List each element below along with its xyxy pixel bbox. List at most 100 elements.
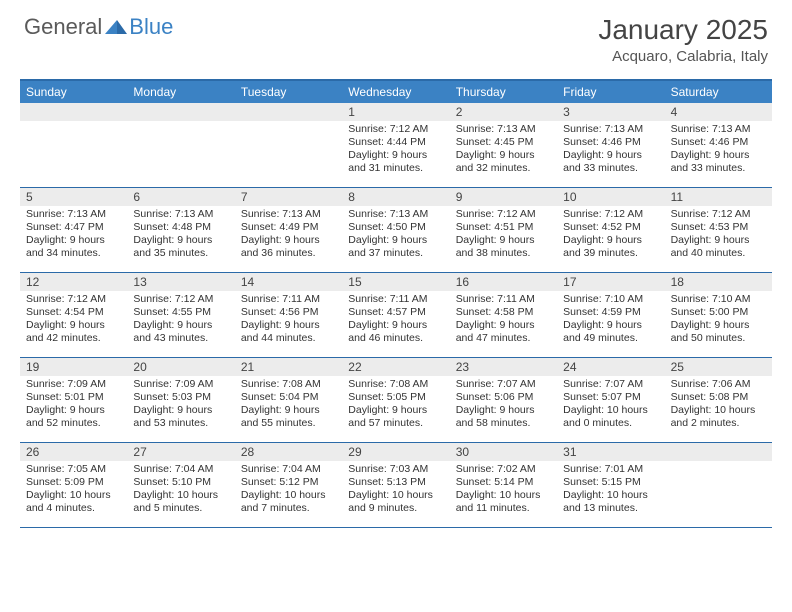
cell-text-line: Daylight: 9 hours bbox=[26, 234, 121, 247]
cell-text-line: Sunrise: 7:13 AM bbox=[671, 123, 766, 136]
cell-text-line: Sunset: 4:54 PM bbox=[26, 306, 121, 319]
month-title: January 2025 bbox=[598, 14, 768, 46]
cell-text-line: Sunrise: 7:08 AM bbox=[241, 378, 336, 391]
cell-text-line: Daylight: 9 hours bbox=[671, 319, 766, 332]
cell-text-line: and 11 minutes. bbox=[456, 502, 551, 515]
cell-text-line: Sunrise: 7:11 AM bbox=[348, 293, 443, 306]
calendar-cell: 18Sunrise: 7:10 AMSunset: 5:00 PMDayligh… bbox=[665, 273, 772, 357]
cell-text-line: and 34 minutes. bbox=[26, 247, 121, 260]
calendar-cell: 1Sunrise: 7:12 AMSunset: 4:44 PMDaylight… bbox=[342, 103, 449, 187]
calendar-cell: 2Sunrise: 7:13 AMSunset: 4:45 PMDaylight… bbox=[450, 103, 557, 187]
day-number: 7 bbox=[235, 188, 342, 206]
day-number: 10 bbox=[557, 188, 664, 206]
cell-text-line: Daylight: 9 hours bbox=[348, 149, 443, 162]
calendar-cell: 23Sunrise: 7:07 AMSunset: 5:06 PMDayligh… bbox=[450, 358, 557, 442]
day-number: 24 bbox=[557, 358, 664, 376]
cell-text-line: Sunset: 5:07 PM bbox=[563, 391, 658, 404]
cell-text-line: Sunrise: 7:09 AM bbox=[133, 378, 228, 391]
day-number: . bbox=[20, 103, 127, 121]
cell-text-line: Daylight: 9 hours bbox=[133, 234, 228, 247]
location-subtitle: Acquaro, Calabria, Italy bbox=[598, 48, 768, 65]
cell-text-line: Sunset: 5:00 PM bbox=[671, 306, 766, 319]
day-number: 4 bbox=[665, 103, 772, 121]
cell-text-line: Daylight: 10 hours bbox=[348, 489, 443, 502]
day-number: 8 bbox=[342, 188, 449, 206]
week-row: 5Sunrise: 7:13 AMSunset: 4:47 PMDaylight… bbox=[20, 188, 772, 273]
cell-text-line: Sunrise: 7:05 AM bbox=[26, 463, 121, 476]
cell-text-line: Daylight: 9 hours bbox=[456, 149, 551, 162]
day-header-fri: Friday bbox=[557, 81, 664, 103]
week-row: 26Sunrise: 7:05 AMSunset: 5:09 PMDayligh… bbox=[20, 443, 772, 528]
cell-text-line: Sunset: 5:03 PM bbox=[133, 391, 228, 404]
cell-text-line: and 5 minutes. bbox=[133, 502, 228, 515]
cell-text-line: Daylight: 10 hours bbox=[26, 489, 121, 502]
cell-text-line: Daylight: 9 hours bbox=[133, 404, 228, 417]
calendar-cell: 13Sunrise: 7:12 AMSunset: 4:55 PMDayligh… bbox=[127, 273, 234, 357]
day-number: 5 bbox=[20, 188, 127, 206]
day-number: 12 bbox=[20, 273, 127, 291]
cell-text-line: Sunrise: 7:13 AM bbox=[348, 208, 443, 221]
calendar-cell: 6Sunrise: 7:13 AMSunset: 4:48 PMDaylight… bbox=[127, 188, 234, 272]
cell-text-line: and 33 minutes. bbox=[563, 162, 658, 175]
day-number: 6 bbox=[127, 188, 234, 206]
day-number: 16 bbox=[450, 273, 557, 291]
calendar-cell: 22Sunrise: 7:08 AMSunset: 5:05 PMDayligh… bbox=[342, 358, 449, 442]
cell-text-line: Sunrise: 7:03 AM bbox=[348, 463, 443, 476]
day-number: 30 bbox=[450, 443, 557, 461]
cell-text-line: Sunset: 4:46 PM bbox=[671, 136, 766, 149]
cell-text-line: Sunrise: 7:12 AM bbox=[26, 293, 121, 306]
cell-text-line: Sunrise: 7:13 AM bbox=[133, 208, 228, 221]
day-header-tue: Tuesday bbox=[235, 81, 342, 103]
cell-text-line: and 39 minutes. bbox=[563, 247, 658, 260]
cell-text-line: Daylight: 9 hours bbox=[456, 234, 551, 247]
cell-text-line: and 58 minutes. bbox=[456, 417, 551, 430]
cell-text-line: Sunset: 4:51 PM bbox=[456, 221, 551, 234]
calendar-cell: 28Sunrise: 7:04 AMSunset: 5:12 PMDayligh… bbox=[235, 443, 342, 527]
cell-text-line: Sunset: 5:09 PM bbox=[26, 476, 121, 489]
cell-text-line: Daylight: 10 hours bbox=[671, 404, 766, 417]
logo: General Blue bbox=[24, 14, 173, 40]
cell-text-line: and 36 minutes. bbox=[241, 247, 336, 260]
header: General Blue January 2025 Acquaro, Calab… bbox=[0, 0, 792, 73]
cell-text-line: Daylight: 10 hours bbox=[563, 404, 658, 417]
cell-text-line: and 4 minutes. bbox=[26, 502, 121, 515]
day-number: 23 bbox=[450, 358, 557, 376]
cell-text-line: and 9 minutes. bbox=[348, 502, 443, 515]
cell-text-line: Daylight: 9 hours bbox=[563, 234, 658, 247]
cell-text-line: Sunset: 4:46 PM bbox=[563, 136, 658, 149]
day-number: 29 bbox=[342, 443, 449, 461]
cell-text-line: Daylight: 10 hours bbox=[133, 489, 228, 502]
calendar: Sunday Monday Tuesday Wednesday Thursday… bbox=[20, 79, 772, 528]
calendar-cell: 3Sunrise: 7:13 AMSunset: 4:46 PMDaylight… bbox=[557, 103, 664, 187]
day-number: 27 bbox=[127, 443, 234, 461]
cell-text-line: and 50 minutes. bbox=[671, 332, 766, 345]
calendar-cell: 20Sunrise: 7:09 AMSunset: 5:03 PMDayligh… bbox=[127, 358, 234, 442]
day-number: 22 bbox=[342, 358, 449, 376]
day-header-row: Sunday Monday Tuesday Wednesday Thursday… bbox=[20, 81, 772, 103]
cell-text-line: Daylight: 9 hours bbox=[26, 404, 121, 417]
logo-text-general: General bbox=[24, 14, 102, 40]
day-number: 1 bbox=[342, 103, 449, 121]
day-number: 9 bbox=[450, 188, 557, 206]
calendar-cell: 10Sunrise: 7:12 AMSunset: 4:52 PMDayligh… bbox=[557, 188, 664, 272]
cell-text-line: and 44 minutes. bbox=[241, 332, 336, 345]
day-header-sun: Sunday bbox=[20, 81, 127, 103]
cell-text-line: Sunrise: 7:12 AM bbox=[348, 123, 443, 136]
cell-text-line: Daylight: 9 hours bbox=[456, 319, 551, 332]
calendar-cell: 15Sunrise: 7:11 AMSunset: 4:57 PMDayligh… bbox=[342, 273, 449, 357]
cell-text-line: Sunset: 5:05 PM bbox=[348, 391, 443, 404]
cell-text-line: Daylight: 9 hours bbox=[348, 319, 443, 332]
day-number: . bbox=[127, 103, 234, 121]
day-number: 13 bbox=[127, 273, 234, 291]
cell-text-line: Sunset: 5:13 PM bbox=[348, 476, 443, 489]
calendar-cell: . bbox=[20, 103, 127, 187]
cell-text-line: and 33 minutes. bbox=[671, 162, 766, 175]
cell-text-line: and 46 minutes. bbox=[348, 332, 443, 345]
day-number: 14 bbox=[235, 273, 342, 291]
cell-text-line: Daylight: 9 hours bbox=[671, 234, 766, 247]
day-number: 17 bbox=[557, 273, 664, 291]
cell-text-line: Sunset: 5:15 PM bbox=[563, 476, 658, 489]
calendar-cell: . bbox=[127, 103, 234, 187]
cell-text-line: Sunrise: 7:13 AM bbox=[26, 208, 121, 221]
cell-text-line: Sunset: 4:47 PM bbox=[26, 221, 121, 234]
